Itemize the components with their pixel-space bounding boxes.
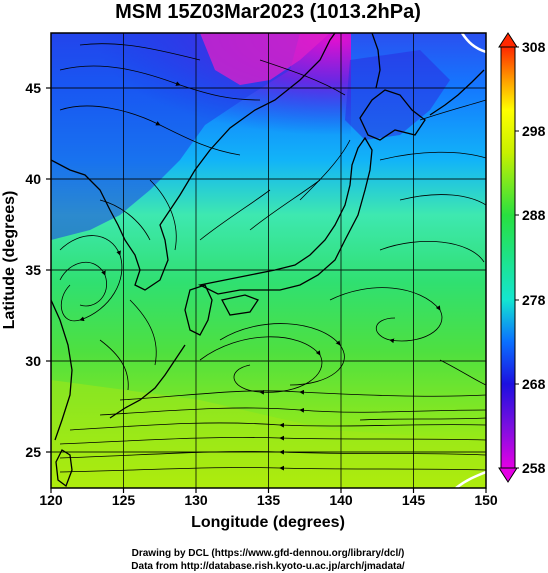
y-axis-label: Latitude (degrees) bbox=[1, 191, 18, 330]
x-tick-label: 125 bbox=[112, 492, 136, 508]
colorbar-scale bbox=[500, 46, 516, 469]
colorbar-tick-label: 278 bbox=[522, 292, 546, 308]
coastlines bbox=[51, 33, 485, 488]
x-tick-label: 140 bbox=[329, 492, 353, 508]
chart-title: MSM 15Z03Mar2023 (1013.2hPa) bbox=[115, 1, 421, 23]
x-tick-label: 135 bbox=[257, 492, 281, 508]
y-tick-label: 30 bbox=[25, 353, 41, 369]
colorbar-max-arrow bbox=[498, 32, 518, 48]
colorbar-tick-label: 288 bbox=[522, 207, 546, 223]
x-tick-label: 150 bbox=[474, 492, 498, 508]
colorbar-tick-label: 298 bbox=[522, 123, 546, 139]
colorbar: 258 268 278 288 298 308 bbox=[498, 32, 546, 483]
colorbar-tick-label: 258 bbox=[522, 460, 546, 476]
x-tick-label: 120 bbox=[39, 492, 63, 508]
axis-ticks bbox=[46, 87, 487, 493]
colorbar-tick-label: 268 bbox=[522, 376, 546, 392]
y-tick-labels: 45 40 35 30 25 bbox=[25, 80, 41, 460]
y-tick-label: 45 bbox=[25, 80, 41, 96]
contour-highlights bbox=[455, 33, 486, 488]
x-tick-label: 145 bbox=[402, 492, 426, 508]
y-tick-label: 25 bbox=[25, 444, 41, 460]
y-tick-label: 35 bbox=[25, 262, 41, 278]
x-tick-label: 130 bbox=[184, 492, 208, 508]
x-tick-labels: 120 125 130 135 140 145 150 bbox=[39, 492, 498, 508]
credit-data: Data from http://database.rish.kyoto-u.a… bbox=[131, 561, 405, 572]
lat-lon-grid bbox=[51, 33, 486, 488]
credit-drawing: Drawing by DCL (https://www.gfd-dennou.o… bbox=[132, 548, 405, 559]
x-axis-label: Longitude (degrees) bbox=[191, 514, 345, 531]
y-tick-label: 40 bbox=[25, 171, 41, 187]
colorbar-min-arrow bbox=[498, 467, 518, 483]
colorbar-tick-label: 308 bbox=[522, 39, 546, 55]
wind-streamlines bbox=[59, 43, 486, 473]
